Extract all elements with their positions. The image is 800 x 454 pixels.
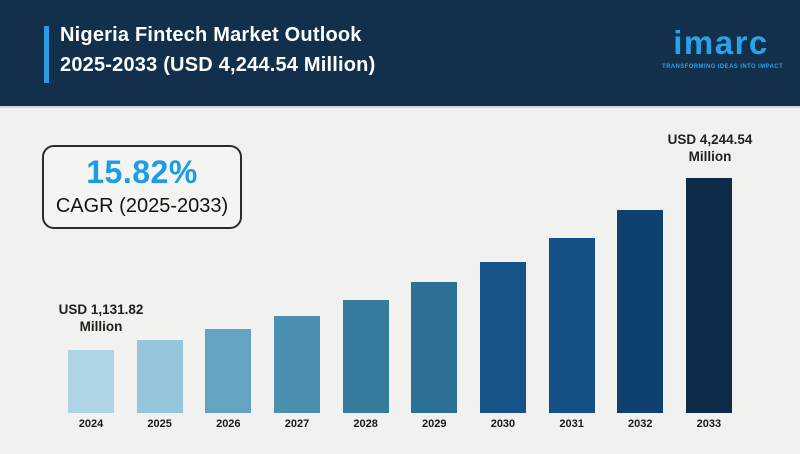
chart-canvas: 15.82% CAGR (2025-2033) USD 1,131.82 Mil… [0, 108, 800, 454]
bar-column-2026: 2026 [205, 328, 252, 430]
bar-2028 [342, 300, 389, 413]
bar-2026 [205, 328, 252, 413]
bar-2030 [479, 261, 526, 413]
year-label-2031: 2031 [559, 418, 584, 430]
cagr-value: 15.82% [86, 154, 198, 190]
page-title-line2: 2025-2033 (USD 4,244.54 Million) [60, 54, 376, 76]
bar-2031 [548, 237, 595, 413]
cagr-callout-box: 15.82% CAGR (2025-2033) [42, 145, 242, 229]
year-label-2026: 2026 [216, 418, 241, 430]
year-label-2030: 2030 [490, 418, 516, 430]
data-label-2024-unit: Million [79, 319, 123, 334]
bar-chart: 2024 2025 2026 2027 2028 2029 2030 2031 2032 2033 [68, 108, 732, 430]
title-accent-bar [44, 26, 49, 83]
bar-column-2030: 2030 [479, 261, 526, 430]
bar-2032 [617, 210, 664, 413]
bar-2027 [273, 315, 320, 413]
bar-column-2027: 2027 [273, 315, 320, 430]
year-label-2033: 2033 [696, 418, 722, 430]
bar-column-2031: 2031 [548, 237, 595, 430]
year-label-2029: 2029 [422, 418, 447, 430]
bar-2025 [136, 340, 183, 413]
bar-2033 [685, 178, 732, 413]
bar-column-2025: 2025 [136, 340, 183, 430]
header-banner: Nigeria Fintech Market Outlook 2025-2033… [0, 0, 800, 108]
bar-column-2028: 2028 [342, 300, 389, 430]
bar-2024 [68, 350, 114, 413]
bar-column-2029: 2029 [411, 282, 458, 430]
page-title: Nigeria Fintech Market Outlook 2025-2033… [60, 20, 375, 80]
data-label-2033-unit: Million [688, 149, 732, 164]
imarc-logo: imarc TRANSFORMING IDEAS INTO IMPACT [662, 24, 784, 70]
bar-column-2024: 2024 [68, 350, 114, 430]
cagr-label: CAGR (2025-2033) [55, 195, 229, 217]
page-title-line1: Nigeria Fintech Market Outlook [60, 24, 362, 46]
year-label-2024: 2024 [78, 418, 104, 430]
imarc-logo-tagline: TRANSFORMING IDEAS INTO IMPACT [662, 63, 784, 70]
bar-column-2033: 2033 [685, 178, 732, 430]
year-label-2028: 2028 [353, 418, 378, 430]
year-label-2032: 2032 [628, 418, 653, 430]
imarc-logo-wordmark: imarc [673, 24, 769, 61]
data-label-2024: USD 1,131.82 Million [22, 301, 180, 335]
bar-column-2032: 2032 [617, 210, 664, 430]
bar-2029 [411, 282, 458, 413]
year-label-2025: 2025 [147, 418, 172, 430]
data-label-2024-value: USD 1,131.82 [58, 302, 144, 317]
data-label-2033-value: USD 4,244.54 [667, 132, 753, 147]
data-label-2033: USD 4,244.54 Million [631, 131, 789, 165]
year-label-2027: 2027 [284, 418, 310, 430]
